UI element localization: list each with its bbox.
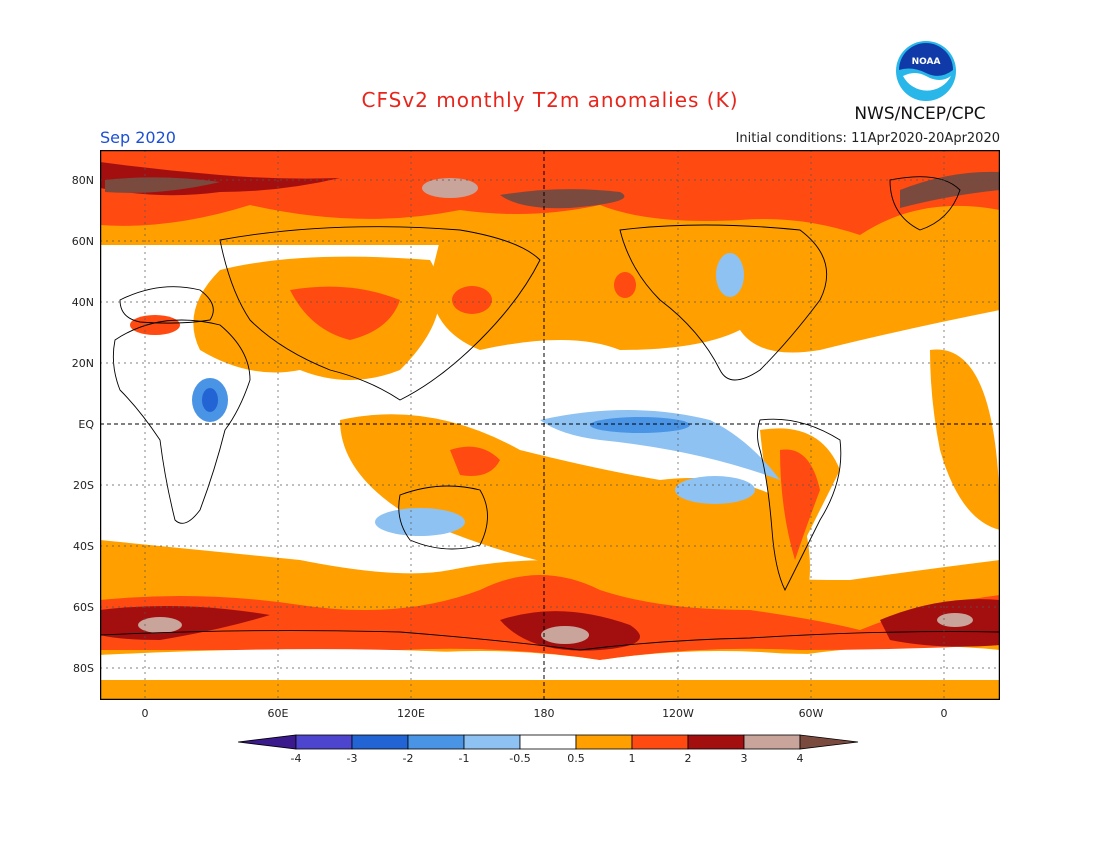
legend-bin-6 <box>575 734 633 750</box>
lon-tick-0-west: 0 <box>141 707 149 720</box>
africa-cool-core <box>202 388 218 412</box>
lat-tick-eq: EQ <box>78 418 94 431</box>
asia-outline <box>219 226 541 401</box>
legend-bin-0 <box>237 734 297 750</box>
logo-text: NOAA <box>912 57 941 67</box>
legend-bin-3 <box>407 734 465 750</box>
south-america-hot <box>780 449 820 560</box>
legend-bin-9 <box>743 734 801 750</box>
lat-tick-40n: 40N <box>71 296 94 309</box>
arctic-brown-center <box>500 189 625 209</box>
se-pacific-cool <box>675 476 755 504</box>
africa-outline <box>112 319 251 524</box>
north-pacific-warm <box>430 235 740 350</box>
legend-bin-5 <box>519 734 577 750</box>
lat-tick-80s: 80S <box>73 662 94 675</box>
legend-label: 0.5 <box>567 752 585 765</box>
legend-bin-7 <box>631 734 689 750</box>
ne-pacific-hot <box>614 272 636 298</box>
legend-label: 1 <box>628 752 636 765</box>
legend-label: -1 <box>458 752 470 765</box>
legend-label: 3 <box>740 752 748 765</box>
australia-cool <box>375 508 465 536</box>
legend-label: 4 <box>796 752 804 765</box>
lat-tick-80n: 80N <box>71 174 94 187</box>
southern-pink-center <box>541 626 589 644</box>
legend-bin-1 <box>295 734 353 750</box>
lat-tick-20s: 20S <box>73 479 94 492</box>
southern-pink-west <box>138 617 182 633</box>
asia-hot <box>290 286 400 340</box>
legend-label: 2 <box>684 752 692 765</box>
maritime-hot <box>450 446 500 476</box>
greenland-outline <box>889 176 961 231</box>
arctic-brown-west <box>105 177 220 193</box>
australia-outline <box>398 485 488 550</box>
valid-month-label: Sep 2020 <box>100 128 176 147</box>
legend-label: -0.5 <box>509 752 531 765</box>
arctic-pink-spot <box>422 178 478 198</box>
anomaly-map <box>99 149 1001 704</box>
lon-tick-180: 180 <box>533 707 555 720</box>
chart-title: CFSv2 monthly T2m anomalies (K) <box>361 88 739 112</box>
legend-label: -4 <box>290 752 302 765</box>
lon-tick-120w: 120W <box>662 707 694 720</box>
antarctica-neutral <box>100 649 1000 685</box>
legend-bin-2 <box>351 734 409 750</box>
north-america-warm <box>660 236 1000 353</box>
europe-hot <box>130 315 180 335</box>
southern-ocean-dark-west <box>100 606 270 640</box>
legend-bin-4 <box>463 734 521 750</box>
lat-tick-60s: 60S <box>73 601 94 614</box>
south-edge-warm <box>100 680 1000 700</box>
lat-tick-60n: 60N <box>71 235 94 248</box>
equatorial-pacific-cool-core <box>590 417 690 433</box>
south-america-outline <box>757 418 842 592</box>
lon-tick-0-east: 0 <box>940 707 948 720</box>
north-america-cool <box>716 253 744 297</box>
graticule <box>100 150 1000 700</box>
noaa-logo: NOAA <box>895 40 957 106</box>
legend-bin-10 <box>799 734 859 750</box>
lat-tick-20n: 20N <box>71 357 94 370</box>
initial-conditions-label: Initial conditions: 11Apr2020-20Apr2020 <box>735 131 1000 146</box>
southern-pink-east <box>937 613 973 627</box>
legend-label: -3 <box>346 752 358 765</box>
nw-pacific-hot <box>452 286 492 314</box>
arctic-brown-east <box>900 171 1000 208</box>
color-legend <box>237 733 863 755</box>
lon-tick-60e: 60E <box>267 707 289 720</box>
lat-tick-40s: 40S <box>73 540 94 553</box>
europe-outline <box>119 286 214 324</box>
lon-tick-120e: 120E <box>397 707 425 720</box>
north-america-outline <box>619 224 828 381</box>
map-frame <box>99 149 1001 701</box>
legend-bin-8 <box>687 734 745 750</box>
lon-tick-60w: 60W <box>798 707 824 720</box>
agency-label: NWS/NCEP/CPC <box>854 104 986 124</box>
legend-label: -2 <box>402 752 414 765</box>
